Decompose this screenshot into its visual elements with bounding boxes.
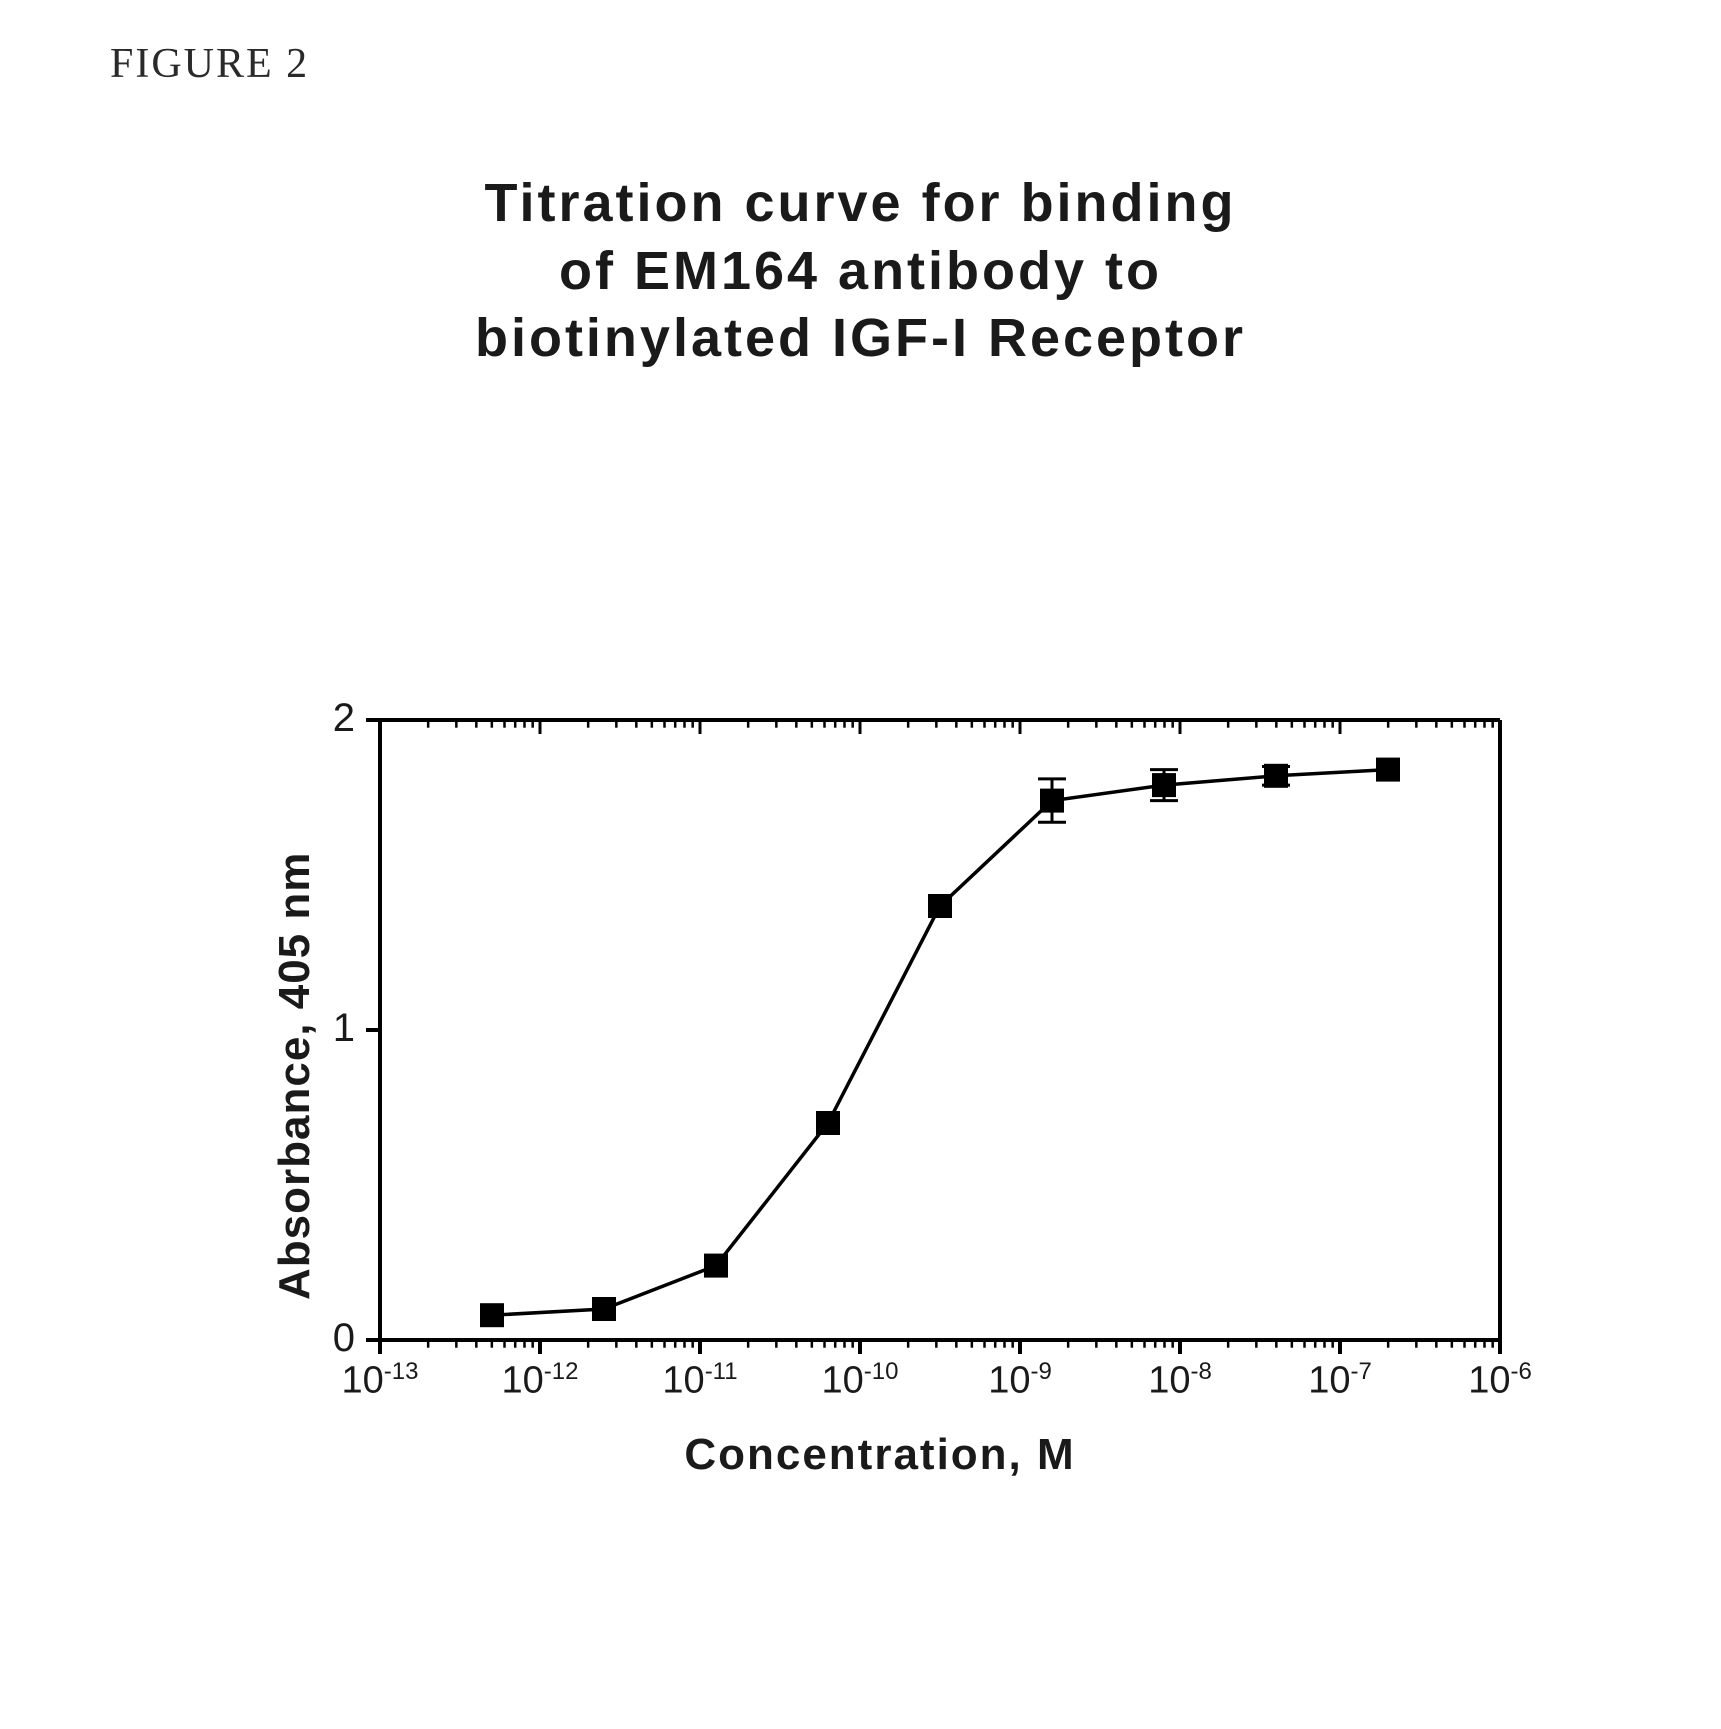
x-tick-label: 10-10 bbox=[800, 1358, 920, 1403]
y-axis-label: Absorbance, 405 nm bbox=[270, 852, 320, 1300]
x-tick-label: 10-12 bbox=[480, 1358, 600, 1403]
x-axis-label: Concentration, M bbox=[160, 1430, 1600, 1480]
x-tick-label: 10-6 bbox=[1440, 1358, 1560, 1403]
x-tick-label: 10-7 bbox=[1280, 1358, 1400, 1403]
x-tick-label: 10-8 bbox=[1120, 1358, 1240, 1403]
x-tick-label: 10-11 bbox=[640, 1358, 760, 1403]
y-tick-label: 0 bbox=[305, 1316, 355, 1361]
x-tick-label: 10-9 bbox=[960, 1358, 1080, 1403]
chart-area: Absorbance, 405 nm Concentration, M 012 … bbox=[160, 700, 1560, 1600]
page: { "figure_label": "FIGURE 2", "chart": {… bbox=[0, 0, 1721, 1729]
chart-title-line-2: of EM164 antibody to bbox=[559, 241, 1162, 301]
x-tick-label: 10-13 bbox=[320, 1358, 440, 1403]
figure-label: FIGURE 2 bbox=[110, 40, 309, 88]
chart-title-line-3: biotinylated IGF-I Receptor bbox=[475, 308, 1246, 368]
chart-title: Titration curve for binding of EM164 ant… bbox=[0, 170, 1721, 373]
y-tick-label: 2 bbox=[305, 696, 355, 741]
y-tick-label: 1 bbox=[305, 1006, 355, 1051]
chart-title-line-1: Titration curve for binding bbox=[484, 173, 1236, 233]
